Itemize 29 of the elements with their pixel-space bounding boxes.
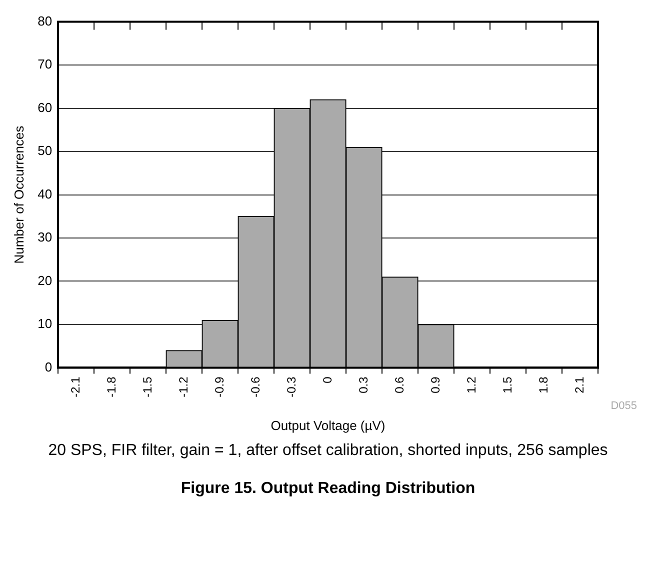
- y-tick-label: 10: [38, 316, 52, 332]
- x-tick-label: -0.6: [248, 376, 262, 398]
- y-tick-label: 80: [38, 13, 52, 28]
- y-tick-label: 40: [38, 186, 52, 202]
- x-tick-label: 2.1: [572, 376, 586, 394]
- x-tick-label: -2.1: [68, 376, 82, 398]
- y-tick-label: 70: [38, 56, 52, 72]
- x-tick-label: -0.9: [212, 376, 226, 398]
- y-axis-title: Number of Occurrences: [11, 125, 26, 264]
- y-tick-label: 60: [38, 100, 52, 115]
- x-tick-label: -1.5: [140, 376, 154, 398]
- x-tick-label: 1.5: [500, 376, 514, 394]
- y-tick-label: 20: [38, 272, 52, 288]
- y-tick-label: 50: [38, 143, 52, 158]
- x-tick-label: 1.2: [464, 376, 478, 394]
- text: D055: [610, 400, 637, 412]
- y-tick-label: 0: [44, 359, 52, 374]
- text: Figure 15. Output Reading Distribution: [180, 480, 476, 498]
- x-tick-label: 1.8: [536, 376, 550, 394]
- x-tick-label: -1.8: [104, 376, 118, 398]
- y-tick-label: 30: [38, 230, 52, 245]
- x-tick-label: -0.3: [284, 376, 298, 398]
- x-tick-label: 0.9: [428, 376, 442, 394]
- x-tick-label: -1.2: [176, 376, 190, 398]
- x-tick-label: 0: [320, 376, 334, 384]
- text: 20 SPS, FIR filter, gain = 1, after offset calibration, shorted inputs, 256 samples: [47, 441, 609, 461]
- x-axis-title: Output Voltage (µV): [270, 418, 386, 433]
- x-tick-label: 0.6: [392, 376, 406, 394]
- x-tick-label: 0.3: [356, 376, 370, 394]
